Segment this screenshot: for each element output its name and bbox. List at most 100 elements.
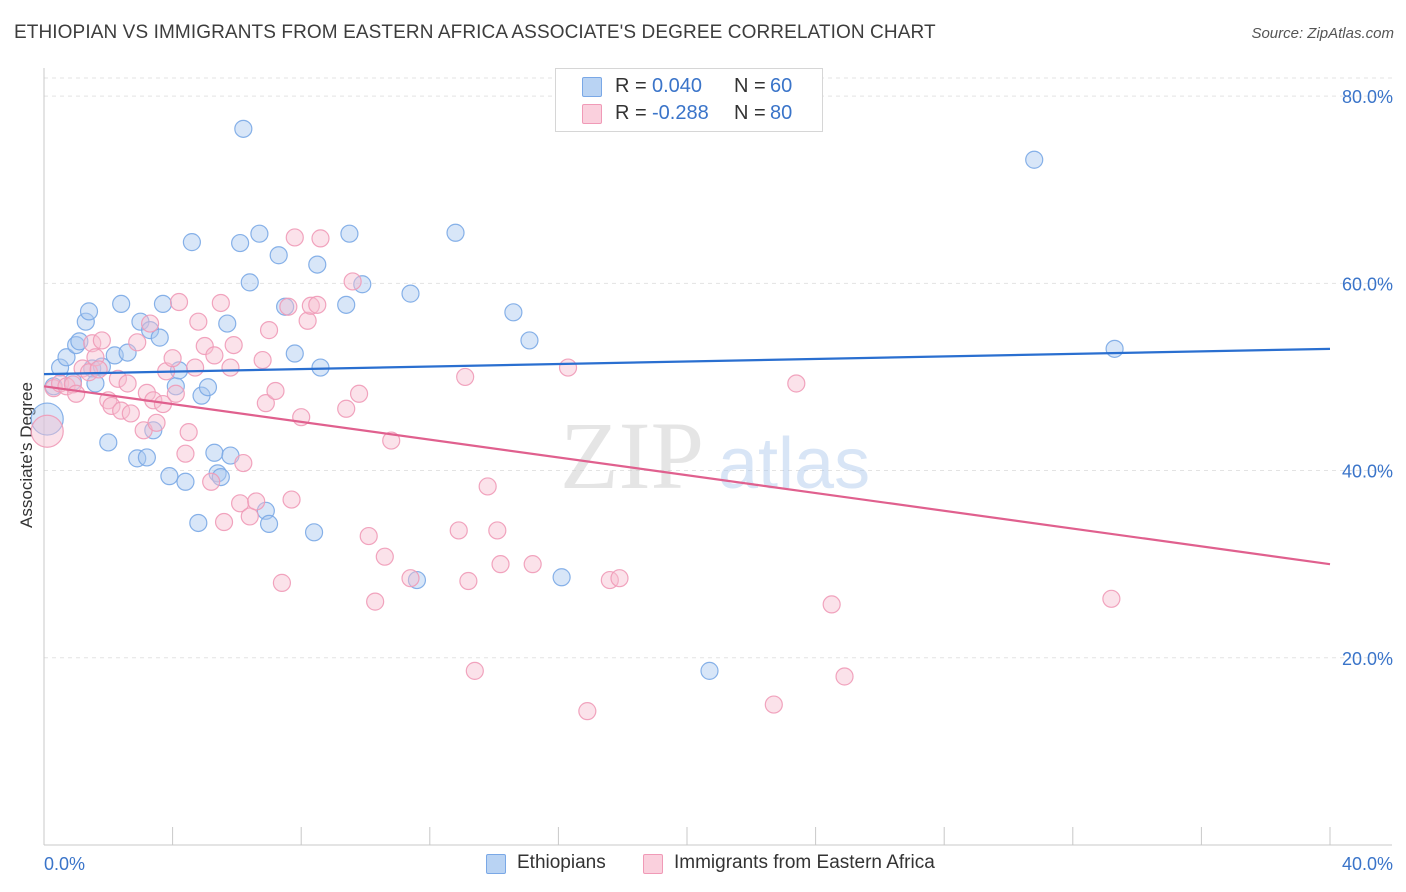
point-immigrants [465,661,484,680]
point-immigrants [247,492,266,511]
point-immigrants [456,367,475,387]
trend-line-ethiopians [43,347,1331,376]
point-immigrants [822,595,841,614]
point-immigrants [349,384,369,403]
point-immigrants [234,453,253,473]
point-immigrants [282,490,301,509]
point-immigrants [240,507,259,526]
point-ethiopians [160,467,179,486]
point-ethiopians [86,374,105,393]
legend-swatch-immigrants [643,854,663,874]
point-immigrants [359,526,378,546]
point-ethiopians [153,294,173,314]
point-ethiopians [234,119,253,138]
point-immigrants [67,384,86,403]
point-ethiopians [401,284,420,303]
point-immigrants [523,555,542,574]
y-tick-label: 60.0% [1342,274,1393,294]
point-immigrants [186,358,205,377]
point-immigrants [366,592,385,611]
point-immigrants [491,555,510,574]
r-label: R = [615,102,647,124]
point-immigrants [108,369,128,388]
n-value: 60 [770,75,793,97]
point-immigrants [279,297,298,316]
y-tick-label: 40.0% [1342,462,1393,482]
point-immigrants [30,414,64,448]
x-tick-label: 40.0% [1342,854,1393,874]
point-immigrants [343,272,362,291]
point-immigrants [375,547,394,566]
point-ethiopians [504,303,523,322]
point-immigrants [253,350,272,370]
point-immigrants [140,314,160,333]
point-ethiopians [205,443,224,462]
point-immigrants [488,521,507,540]
point-immigrants [337,399,356,418]
point-ethiopians [340,224,359,243]
point-immigrants [118,374,137,393]
point-immigrants [231,494,250,513]
point-ethiopians [30,402,64,436]
n-value: 80 [770,102,793,124]
trend-lines [43,347,1331,566]
chart-title: ETHIOPIAN VS IMMIGRANTS FROM EASTERN AFR… [14,22,936,43]
point-ethiopians [250,224,269,243]
tick-labels: 20.0% 40.0% 60.0% 80.0% 0.0% 40.0% [44,87,1393,874]
point-immigrants [478,477,497,496]
point-ethiopians [137,448,156,467]
point-ethiopians [128,449,147,468]
point-ethiopians [79,302,99,321]
point-immigrants [102,396,121,416]
point-immigrants [205,346,224,365]
axes [43,68,1392,846]
watermark-zip: ZIP [560,402,704,509]
x-tick-label: 0.0% [44,854,85,874]
point-immigrants [449,521,468,540]
point-immigrants [308,295,327,314]
point-immigrants [787,374,806,393]
point-ethiopians [308,255,327,274]
point-ethiopians [211,467,230,487]
y-tick-label: 20.0% [1342,649,1393,669]
point-immigrants [610,569,629,588]
point-ethiopians [150,328,169,347]
point-ethiopians [50,358,70,377]
point-ethiopians [240,273,259,292]
point-immigrants [272,573,292,592]
trend-line-immigrants [43,385,1331,566]
point-immigrants [89,360,108,379]
point-immigrants [202,472,221,491]
point-ethiopians [259,514,279,534]
point-immigrants [166,384,185,403]
point-immigrants [558,358,578,377]
point-immigrants [1102,589,1121,608]
point-ethiopians [231,233,250,253]
watermark: ZIP atlas [560,402,870,509]
point-immigrants [169,292,189,312]
point-immigrants [121,404,140,423]
point-ethiopians [700,661,719,680]
legend-swatch-ethiopians [582,77,602,97]
point-immigrants [179,423,198,442]
point-immigrants [176,444,195,463]
point-immigrants [128,333,147,352]
point-ethiopians [552,568,571,587]
point-ethiopians [182,233,201,252]
point-immigrants [578,702,597,721]
r-label: R = [615,75,647,97]
point-ethiopians [57,348,76,367]
point-ethiopians [337,295,356,314]
point-ethiopians [112,294,131,314]
point-immigrants [298,311,317,330]
legend-label-ethiopians: Ethiopians [517,852,606,873]
legend-swatch-immigrants [582,104,602,124]
point-immigrants [256,394,275,413]
legend-label-immigrants: Immigrants from Eastern Africa [674,852,935,873]
point-immigrants [301,296,320,315]
point-immigrants [221,358,240,377]
r-value: 0.040 [652,75,703,97]
point-immigrants [401,569,420,588]
point-ethiopians [1025,150,1044,169]
